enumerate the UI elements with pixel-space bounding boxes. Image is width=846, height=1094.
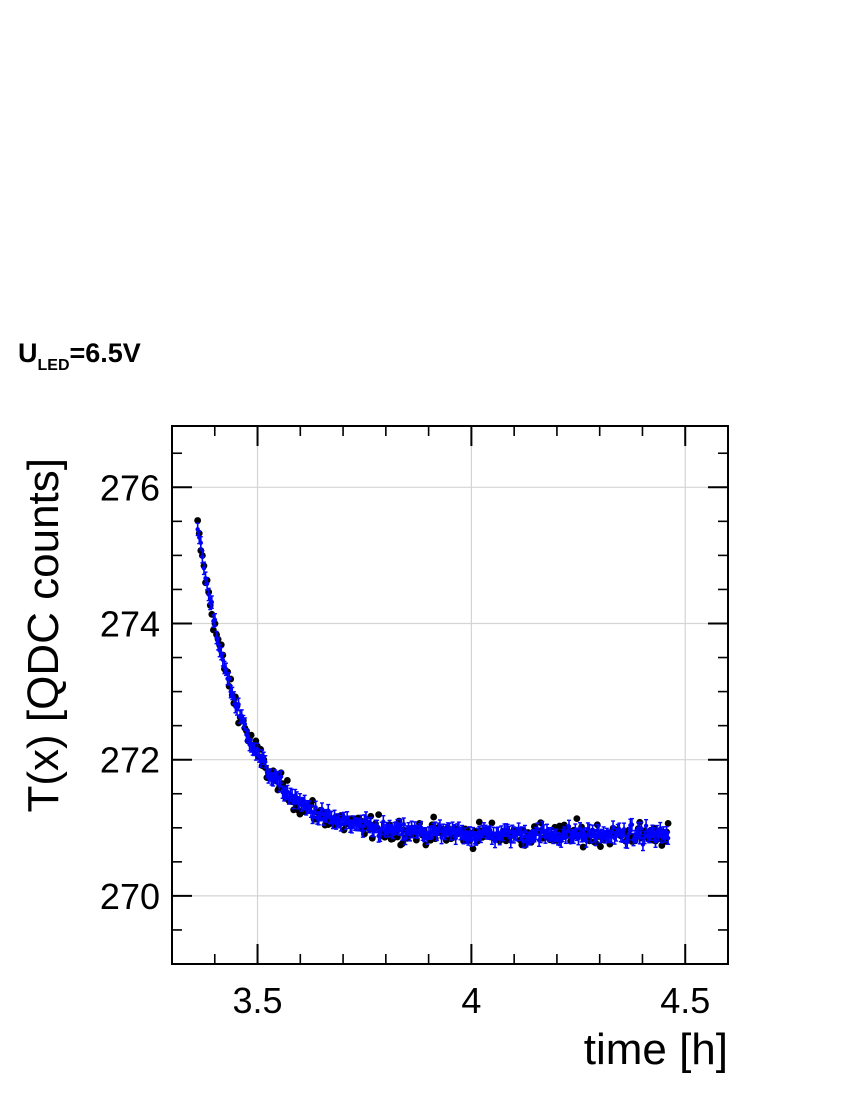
tick-marks (171, 426, 729, 964)
data-point (664, 819, 672, 827)
data-point (522, 829, 528, 834)
data-point (313, 805, 318, 810)
data-point (626, 831, 631, 836)
data-point (593, 837, 598, 842)
data-point (475, 818, 483, 826)
x-tick-label: 3.5 (233, 980, 283, 1021)
data-point (566, 824, 572, 829)
data-point (621, 827, 627, 832)
y-tick-label: 270 (100, 876, 160, 917)
data-point (665, 835, 671, 841)
data-point (430, 813, 438, 821)
y-axis-label: T(x) [QDC counts] (19, 458, 68, 813)
led-voltage-annotation: ULED=6.5V (18, 338, 141, 374)
annotation-subscript: LED (37, 357, 70, 374)
annotation-main: U (18, 338, 38, 368)
data-point (278, 774, 284, 780)
data-point (201, 566, 207, 571)
data-point (194, 517, 202, 524)
data-point (236, 702, 241, 707)
data-point (653, 838, 658, 844)
data-point (576, 836, 581, 841)
data-point (374, 824, 380, 829)
data-points (194, 517, 672, 853)
data-point (195, 527, 200, 532)
y-tick-labels: 270 272 274 276 (100, 467, 160, 917)
data-point (283, 777, 291, 784)
series-0 (194, 517, 672, 853)
annotation-suffix: =6.5V (69, 338, 141, 368)
series-1 (195, 522, 671, 852)
data-point (642, 835, 647, 840)
data-point (200, 554, 205, 559)
x-tick-label: 4 (461, 980, 481, 1021)
x-tick-labels: 3.5 4 4.5 (233, 980, 711, 1021)
data-point (643, 823, 649, 829)
data-point (381, 819, 386, 825)
data-point (573, 815, 581, 823)
data-point (204, 581, 210, 586)
data-point (309, 797, 316, 804)
data-point (231, 695, 237, 701)
data-point (400, 831, 405, 837)
data-point (401, 821, 406, 827)
data-point (469, 845, 477, 853)
grid-lines (172, 426, 728, 964)
data-point (437, 823, 443, 829)
plot-frame (171, 425, 729, 965)
x-tick-label: 4.5 (660, 980, 710, 1021)
data-point (658, 826, 663, 831)
data-point (453, 836, 458, 841)
data-point (212, 617, 218, 623)
data-point (625, 839, 630, 845)
data-point (579, 843, 587, 851)
data-point (263, 759, 268, 765)
data-point (597, 843, 604, 851)
data-point (223, 667, 229, 672)
y-tick-label: 272 (100, 740, 160, 781)
data-point (209, 599, 215, 605)
x-axis-label: time [h] (584, 1025, 728, 1074)
data-point (360, 828, 366, 834)
data-point (535, 827, 540, 832)
data-point (375, 811, 383, 819)
data-point (639, 826, 644, 831)
y-tick-label: 276 (100, 467, 160, 508)
data-point (629, 822, 635, 827)
data-point (319, 806, 325, 812)
data-point (636, 826, 641, 831)
data-point (277, 783, 282, 788)
data-point (538, 834, 543, 839)
data-point (584, 838, 589, 844)
data-point (488, 819, 496, 827)
data-point (226, 676, 232, 681)
data-point (198, 540, 204, 546)
data-point (206, 592, 211, 597)
data-point (242, 721, 248, 727)
data-point (508, 839, 513, 844)
data-point (610, 824, 616, 830)
y-tick-label: 274 (100, 603, 160, 644)
data-point (637, 835, 643, 840)
data-point (398, 840, 406, 848)
